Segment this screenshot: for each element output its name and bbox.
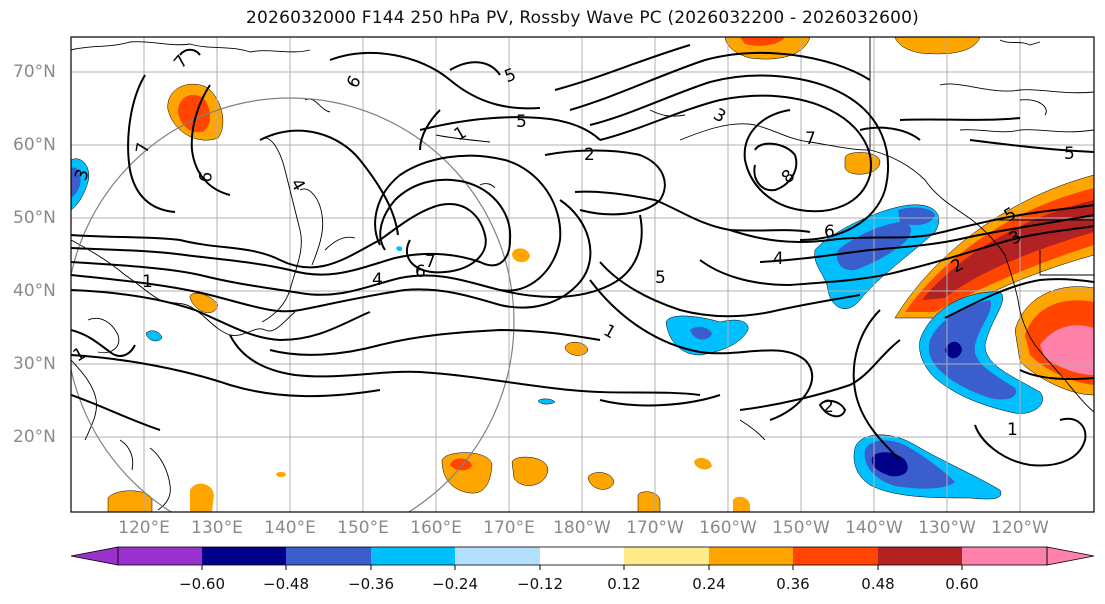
contour-label: 1 bbox=[142, 272, 153, 292]
colorbar-segment bbox=[962, 547, 1047, 565]
pv-contours bbox=[71, 44, 1094, 467]
lon-label: 160°W bbox=[699, 518, 757, 538]
lat-label-30n: 30°N bbox=[13, 354, 56, 374]
lon-label: 130°E bbox=[191, 518, 243, 538]
colorbar-extend-high bbox=[1046, 546, 1095, 566]
contour-label: 4 bbox=[372, 270, 383, 290]
contour-label: 7 bbox=[425, 252, 436, 272]
lon-label: 140°W bbox=[845, 518, 903, 538]
contour-label: 7 bbox=[805, 129, 816, 149]
contour-label: 6 bbox=[824, 222, 835, 242]
lon-label: 170°W bbox=[626, 518, 684, 538]
colorbar-segment bbox=[878, 547, 962, 565]
contour-label: 4 bbox=[773, 249, 784, 269]
colorbar-segment bbox=[540, 547, 624, 565]
colorbar-tick-label: −0.36 bbox=[348, 575, 394, 593]
colorbar-extend-low bbox=[70, 546, 119, 566]
colorbar-tick-label: 0.48 bbox=[861, 575, 895, 593]
contour-label: 1 bbox=[1007, 420, 1018, 440]
lat-label-20n: 20°N bbox=[13, 427, 56, 447]
lon-label: 150°E bbox=[337, 518, 389, 538]
contour-label: 5 bbox=[655, 268, 666, 288]
colorbar-tick-label: −0.60 bbox=[179, 575, 225, 593]
graticule bbox=[71, 37, 1094, 512]
lon-label: 120°W bbox=[991, 518, 1049, 538]
colorbar-tick-label: 0.60 bbox=[945, 575, 979, 593]
colorbar-segment bbox=[371, 547, 455, 565]
contour-label: 2 bbox=[823, 397, 834, 417]
lat-label-70n: 70°N bbox=[13, 62, 56, 82]
lon-label: 170°E bbox=[483, 518, 535, 538]
colorbar-tick-label: −0.24 bbox=[432, 575, 478, 593]
colorbar-segment bbox=[624, 547, 709, 565]
colorbar-segment bbox=[286, 547, 371, 565]
lon-label: 120°E bbox=[118, 518, 170, 538]
lon-label: 140°E bbox=[264, 518, 316, 538]
lon-label: 180°W bbox=[553, 518, 611, 538]
lat-label-40n: 40°N bbox=[13, 281, 56, 301]
lat-label-60n: 60°N bbox=[13, 135, 56, 155]
colorbar-tick-label: −0.48 bbox=[263, 575, 309, 593]
contour-label: 6 bbox=[415, 262, 426, 282]
contour-label: 2 bbox=[584, 145, 595, 165]
colorbar-tick-label: −0.12 bbox=[517, 575, 563, 593]
contour-label: 5 bbox=[1064, 144, 1075, 164]
negative-anomaly-off-california bbox=[919, 291, 1043, 414]
contour-label: 5 bbox=[516, 112, 527, 132]
lon-label: 130°W bbox=[918, 518, 976, 538]
lat-label-50n: 50°N bbox=[13, 208, 56, 228]
colorbar-tick-label: 0.12 bbox=[607, 575, 641, 593]
colorbar-segment bbox=[202, 547, 286, 565]
colorbar-tick-label: 0.24 bbox=[692, 575, 726, 593]
colorbar-segment bbox=[709, 547, 793, 565]
lon-label: 160°E bbox=[410, 518, 462, 538]
reference-circle bbox=[71, 97, 515, 512]
map-title: 2026032000 F144 250 hPa PV, Rossby Wave … bbox=[246, 8, 919, 28]
map-frame bbox=[70, 36, 1095, 513]
colorbar-segment bbox=[455, 547, 540, 565]
colorbar-segment bbox=[118, 547, 202, 565]
colorbar-tick-label: 0.36 bbox=[776, 575, 810, 593]
colorbar-segment bbox=[793, 547, 878, 565]
lon-label: 150°W bbox=[772, 518, 830, 538]
coastlines bbox=[71, 37, 1094, 511]
